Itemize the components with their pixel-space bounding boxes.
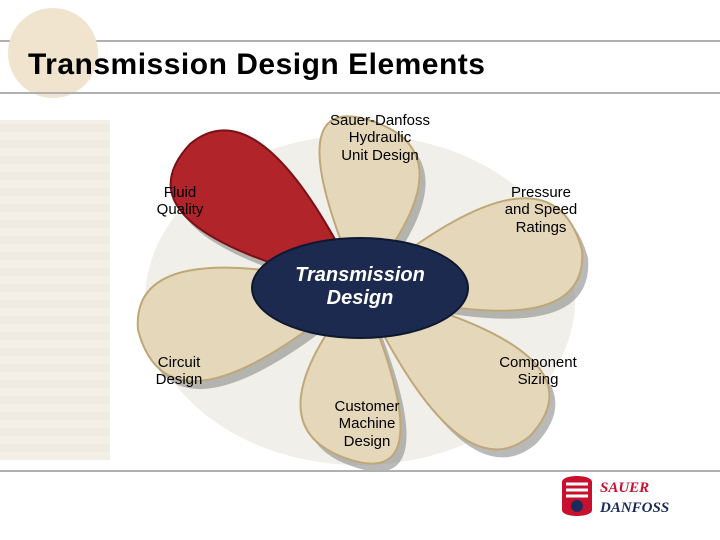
label-tr-l3: Ratings — [516, 219, 567, 236]
label-tl-l2: Quality — [157, 201, 204, 218]
page-title: Transmission Design Elements — [28, 48, 485, 82]
center-l1: Transmission — [295, 264, 425, 286]
slide: Transmission Design Elements — [0, 0, 720, 540]
label-b-l2: Machine — [339, 415, 396, 432]
label-bl-l2: Design — [156, 371, 203, 388]
label-b-l1: Customer — [334, 398, 399, 415]
label-top: Sauer-Danfoss Hydraulic Unit Design — [310, 112, 450, 164]
header-rule-top — [0, 40, 720, 42]
label-br-l1: Component — [499, 354, 577, 371]
label-top-l3: Unit Design — [341, 147, 419, 164]
brand-logo: SAUER DANFOSS — [558, 470, 698, 522]
label-bl-l1: Circuit — [158, 354, 201, 371]
label-tr-l1: Pressure — [511, 184, 571, 201]
label-top-right: Pressure and Speed Ratings — [476, 184, 606, 236]
label-center: Transmission Design — [260, 264, 460, 310]
logo-mark-icon — [562, 476, 592, 516]
label-bottom-left: Circuit Design — [114, 354, 244, 389]
center-l2: Design — [327, 287, 394, 309]
logo-text-bottom: DANFOSS — [599, 500, 669, 516]
label-top-l2: Hydraulic — [349, 129, 412, 146]
background-texture — [0, 120, 110, 460]
logo-text-top: SAUER — [600, 480, 649, 496]
label-br-l2: Sizing — [518, 371, 559, 388]
label-tl-l1: Fluid — [164, 184, 197, 201]
label-top-l1: Sauer-Danfoss — [330, 112, 430, 129]
petal-diagram: Sauer-Danfoss Hydraulic Unit Design Pres… — [120, 100, 600, 460]
label-b-l3: Design — [344, 433, 391, 450]
header-rule-bottom — [0, 92, 720, 94]
label-bottom: Customer Machine Design — [302, 398, 432, 450]
label-top-left: Fluid Quality — [120, 184, 240, 219]
label-bottom-right: Component Sizing — [468, 354, 608, 389]
label-tr-l2: and Speed — [505, 201, 578, 218]
